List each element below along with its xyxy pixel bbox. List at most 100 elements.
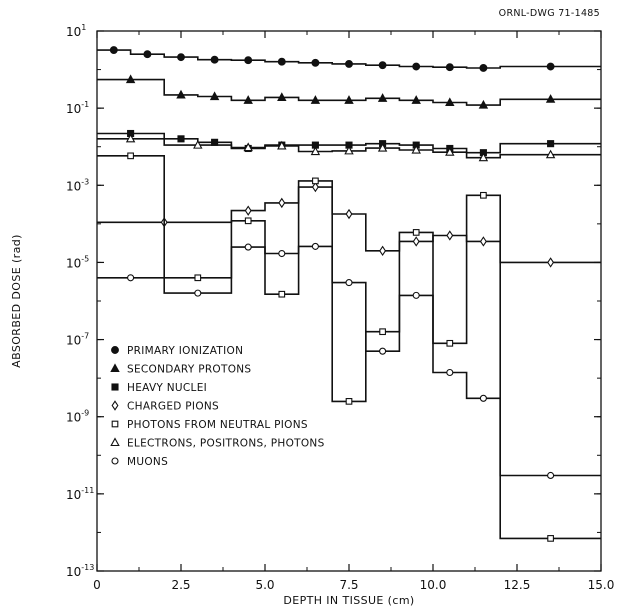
data-point: [479, 236, 487, 247]
drawing-number: ORNL-DWG 71-1485: [499, 8, 600, 19]
x-tick-label: 0: [93, 578, 101, 592]
legend: PRIMARY IONIZATION SECONDARY PROTONS HEAVY…: [110, 345, 325, 468]
x-tick-label: 5.0: [255, 578, 274, 592]
data-point: [194, 289, 202, 297]
data-point: [379, 245, 387, 257]
data-point: [244, 243, 252, 251]
legend-label: CHARGED PIONS: [127, 401, 219, 413]
data-point: [378, 61, 387, 70]
data-point: [244, 205, 252, 216]
data-point: [209, 91, 220, 101]
data-point: [411, 95, 421, 104]
data-point: [547, 257, 555, 268]
plot-frame: [96, 30, 602, 572]
legend-label: SECONDARY PROTONS: [127, 364, 251, 376]
x-tick-label: 15.0: [588, 578, 615, 592]
data-point: [445, 97, 455, 107]
data-point: [311, 181, 319, 193]
data-point: [377, 142, 388, 152]
data-point: [411, 144, 421, 154]
data-point: [177, 53, 185, 62]
data-point: [478, 99, 489, 109]
data-point: [445, 147, 455, 156]
legend-marker: [110, 437, 120, 447]
data-point: [244, 56, 253, 65]
data-point: [310, 95, 321, 104]
data-point: [127, 152, 134, 160]
data-point: [344, 145, 354, 155]
legend-marker: [111, 420, 119, 428]
data-point: [210, 55, 219, 64]
y-axis: 101 10-1 10-3 10-5 10-7 10-9 10-11 10-13: [66, 23, 601, 579]
data-point: [125, 133, 136, 143]
legend-label: PRIMARY IONIZATION: [127, 345, 243, 357]
legend-label: MUONS: [127, 456, 168, 468]
series-6: [97, 242, 601, 480]
y-tick-label: 10-3: [66, 177, 89, 193]
data-point: [412, 291, 420, 299]
data-point: [278, 249, 286, 258]
y-tick-label: 10-13: [66, 563, 94, 579]
data-point: [125, 74, 136, 84]
data-point: [143, 50, 152, 59]
data-point: [177, 135, 185, 143]
data-point: [412, 62, 421, 71]
data-point: [278, 197, 286, 209]
y-tick-label: 10-11: [66, 486, 94, 502]
data-point: [109, 46, 118, 55]
legend-label: ELECTRONS, POSITRONS, PHOTONS: [127, 438, 325, 450]
y-tick-label: 10-5: [66, 254, 89, 270]
data-point: [277, 92, 287, 101]
series-1: [97, 74, 601, 109]
series-layer: [97, 46, 601, 542]
data-point: [547, 140, 555, 148]
legend-marker: [111, 346, 119, 354]
x-axis-title: DEPTH IN TISSUE (cm): [283, 594, 414, 607]
data-point: [277, 140, 287, 150]
data-point: [277, 57, 286, 66]
x-axis: 0 2.5 5.0 7.5 10.0 12.5 15.0: [93, 31, 614, 592]
data-point: [311, 242, 319, 250]
data-point: [344, 95, 354, 104]
y-tick-label: 101: [66, 23, 86, 39]
y-tick-label: 10-9: [66, 409, 89, 425]
data-point: [446, 339, 454, 347]
data-point: [345, 279, 353, 287]
data-point: [479, 64, 488, 72]
x-tick-label: 2.5: [171, 578, 190, 592]
data-point: [446, 368, 454, 377]
data-point: [545, 94, 556, 103]
data-point: [176, 89, 186, 99]
data-point: [312, 177, 319, 185]
data-point: [412, 236, 420, 247]
data-point: [243, 142, 253, 152]
series-0: [97, 46, 601, 72]
y-tick-label: 10-7: [66, 332, 89, 348]
data-point: [479, 394, 487, 402]
data-point: [379, 347, 387, 355]
data-point: [311, 58, 320, 67]
data-point: [547, 471, 555, 480]
data-point: [545, 149, 556, 159]
y-axis-title: ABSORBED DOSE (rad): [10, 234, 23, 368]
data-point: [412, 229, 420, 236]
data-point: [379, 328, 386, 336]
legend-marker: [110, 363, 120, 373]
x-tick-label: 12.5: [504, 578, 531, 592]
legend-marker: [111, 457, 119, 465]
data-point: [547, 535, 554, 542]
legend-marker: [111, 383, 119, 391]
data-point: [546, 62, 555, 71]
data-point: [310, 146, 321, 156]
data-point: [127, 274, 135, 282]
data-point: [244, 217, 252, 225]
legend-label: PHOTONS FROM NEUTRAL PIONS: [127, 419, 308, 431]
data-point: [345, 59, 353, 68]
data-point: [243, 95, 253, 104]
data-point: [445, 63, 454, 72]
series-5: [97, 133, 601, 162]
data-point: [345, 208, 353, 220]
data-point: [480, 191, 487, 199]
series-line: [97, 186, 601, 264]
